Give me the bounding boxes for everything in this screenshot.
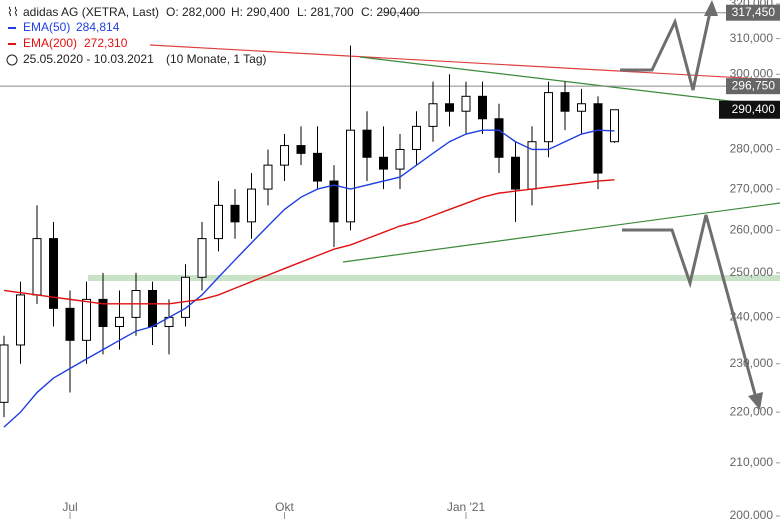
- y-tick-label: 210,000: [730, 455, 774, 469]
- candle-body: [494, 118, 504, 158]
- overlay: [620, 0, 763, 410]
- candle-body: [329, 180, 339, 223]
- candle-body: [247, 188, 256, 223]
- y-tick-label: 280,000: [730, 142, 774, 156]
- y-tick-label: 200,000: [730, 508, 774, 519]
- candle-body: [148, 289, 157, 328]
- candle-body: [214, 204, 223, 240]
- legend-label: EMA(200): [23, 36, 77, 50]
- candle-body: [65, 307, 75, 341]
- arrow-head: [704, 0, 718, 16]
- candle-body: [346, 129, 355, 223]
- candle-body: [610, 109, 619, 143]
- candle-body: [280, 145, 289, 166]
- period: 25.05.2020 - 10.03.2021: [23, 52, 154, 66]
- candle-body: [181, 276, 190, 318]
- y-tick-label: 300,000: [730, 66, 774, 80]
- legend-value: 284,814: [76, 20, 120, 34]
- candle-body: [0, 344, 9, 403]
- candle-body: [511, 156, 520, 190]
- y-tick-label: 270,000: [730, 181, 774, 195]
- candle-body: [230, 204, 240, 223]
- y-tick-label: 250,000: [730, 265, 774, 279]
- header: ⌇⌇ adidas AG (XETRA, Last) O: 282,000 H:…: [6, 5, 420, 66]
- y-tick-label: 220,000: [730, 404, 774, 418]
- level-label: 296,750: [732, 78, 776, 92]
- plot: [0, 12, 780, 428]
- trend-line: [359, 56, 780, 108]
- trend-line: [149, 44, 780, 81]
- x-tick-label: Okt: [275, 500, 294, 514]
- ohlc-label: L: 281,700: [297, 5, 354, 19]
- last-price-label: 290,400: [732, 102, 776, 116]
- candle-body: [445, 103, 454, 112]
- period-note: (10 Monate, 1 Tag): [166, 52, 267, 66]
- candle-body: [16, 294, 25, 346]
- candle-body: [544, 92, 553, 143]
- ohlc-label: C: 290,400: [361, 5, 420, 19]
- legend-value: 272,310: [84, 36, 128, 50]
- candle-body: [296, 145, 306, 154]
- candle-body: [313, 152, 322, 182]
- trend-line: [342, 202, 780, 263]
- scenario-arrow: [620, 11, 712, 91]
- clock-icon: [6, 54, 18, 66]
- last-price-box: [719, 100, 780, 119]
- arrow-head: [748, 392, 763, 410]
- y-tick-label: 240,000: [730, 310, 774, 324]
- candle-body: [263, 164, 273, 190]
- candle-body: [577, 103, 586, 112]
- candle-body: [82, 298, 91, 341]
- candle-body: [362, 129, 372, 158]
- candle-body: [379, 156, 388, 170]
- legend-label: EMA(50): [23, 20, 70, 34]
- chart-title: adidas AG (XETRA, Last): [23, 5, 159, 19]
- candle-body: [98, 298, 108, 328]
- y-tick-label: 260,000: [730, 222, 774, 236]
- scenario-arrow: [622, 214, 758, 399]
- candle-body: [49, 238, 58, 309]
- level-box: [726, 4, 780, 21]
- support-band: [88, 275, 780, 281]
- candle-body: [428, 103, 438, 127]
- candle-body: [115, 316, 124, 328]
- candle-body: [412, 125, 421, 150]
- x-tick-label: Jan '21: [447, 500, 486, 514]
- ohlc-label: O: 282,000: [166, 5, 226, 19]
- ema-line: [3, 179, 615, 305]
- x-tick-label: Jul: [62, 500, 77, 514]
- chart-icon: ⌇⌇: [7, 5, 19, 19]
- level-label: 317,450: [732, 5, 776, 19]
- candle-body: [560, 92, 570, 112]
- ohlc-label: H: 290,400: [231, 5, 290, 19]
- candle-body: [32, 238, 42, 296]
- candle-body: [395, 148, 405, 170]
- candle-body: [197, 238, 207, 278]
- candle-body: [593, 103, 603, 174]
- level-box: [726, 78, 780, 95]
- y-tick-label: 230,000: [730, 356, 774, 370]
- candle-body: [478, 95, 487, 120]
- candle-body: [461, 95, 471, 112]
- y-tick-label: 310,000: [730, 31, 774, 45]
- ema-line: [3, 129, 615, 428]
